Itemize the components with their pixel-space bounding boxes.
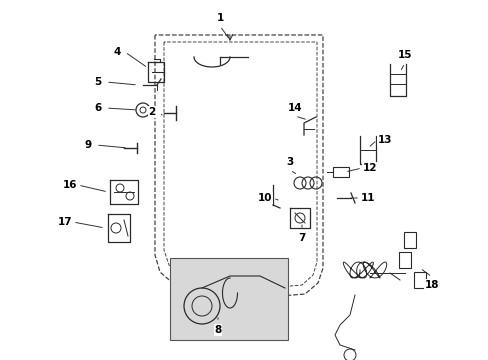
Text: 7: 7 — [298, 233, 305, 243]
Bar — [413, 272, 425, 288]
Text: 6: 6 — [94, 103, 102, 113]
Text: 18: 18 — [424, 280, 438, 290]
Text: 14: 14 — [287, 103, 302, 113]
Text: 3: 3 — [286, 157, 293, 167]
Text: 5: 5 — [94, 77, 102, 87]
Bar — [332, 167, 348, 177]
Text: 11: 11 — [360, 193, 374, 203]
Text: 4: 4 — [113, 47, 121, 57]
Bar — [403, 232, 415, 248]
Text: 13: 13 — [377, 135, 391, 145]
Text: 17: 17 — [58, 217, 72, 227]
Text: 12: 12 — [362, 163, 376, 173]
Text: 9: 9 — [84, 140, 91, 150]
Bar — [398, 252, 410, 268]
Text: 1: 1 — [216, 13, 223, 23]
Text: 16: 16 — [62, 180, 77, 190]
Text: 10: 10 — [257, 193, 272, 203]
Text: 2: 2 — [148, 107, 155, 117]
Text: 15: 15 — [397, 50, 411, 60]
Bar — [170, 258, 287, 340]
Text: 8: 8 — [214, 325, 221, 335]
